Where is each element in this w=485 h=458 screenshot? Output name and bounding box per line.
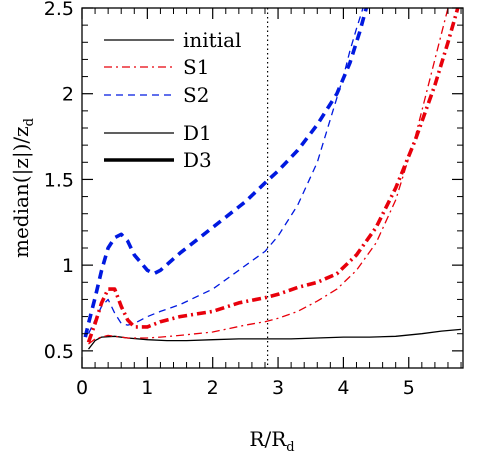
series-line-2 [87, 8, 364, 334]
legend-label-initial: initial [183, 28, 241, 52]
legend-label-d1: D1 [183, 121, 212, 145]
y-tick-label: 1 [62, 255, 74, 277]
x-tick-label: 0 [76, 377, 88, 399]
y-tick-label: 1.5 [44, 169, 74, 191]
x-tick-label: 3 [272, 377, 284, 399]
x-axis-title: R/Rd [249, 427, 294, 455]
series-line-1 [88, 8, 449, 345]
legend-label-d3: D3 [183, 148, 212, 172]
legend-label-s1: S1 [183, 55, 209, 79]
y-tick-label: 2.5 [44, 0, 74, 20]
plot-frame [81, 7, 464, 369]
legend: initial S1 S2 D1 D3 [104, 28, 241, 172]
x-tick-label: 2 [207, 377, 219, 399]
x-tick-label: 4 [337, 377, 349, 399]
y-axis-title: median(|z|)/zd [9, 118, 37, 258]
series-line-3 [86, 8, 460, 343]
x-tick-label: 5 [403, 377, 415, 399]
series-layer [83, 8, 462, 350]
axis-ticks: 0 1 2 3 4 5 0.5 1 1.5 2 2.5 [44, 0, 463, 399]
y-tick-label: 2 [62, 84, 74, 106]
legend-label-s2: S2 [183, 83, 209, 107]
series-line-4 [83, 8, 369, 338]
series-line-0 [87, 328, 462, 350]
x-tick-label: 1 [141, 377, 153, 399]
y-tick-label: 0.5 [44, 341, 74, 363]
